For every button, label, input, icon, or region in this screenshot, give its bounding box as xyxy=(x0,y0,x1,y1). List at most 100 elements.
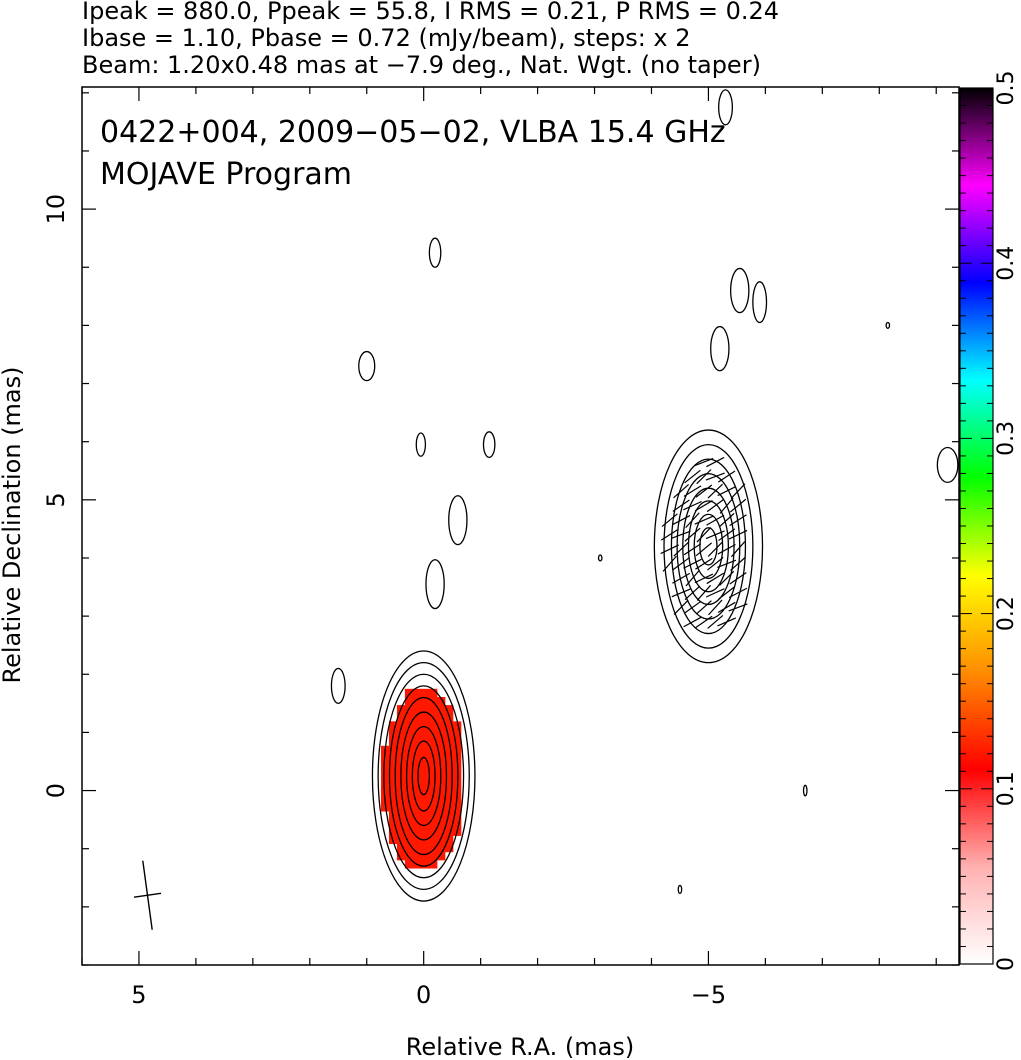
y-tick-label: 5 xyxy=(42,492,70,507)
polarization-pixel xyxy=(380,762,390,771)
polarization-pixel xyxy=(420,713,430,722)
polarization-pixel xyxy=(436,851,446,861)
polarization-pixel xyxy=(444,794,454,804)
noise-contour xyxy=(597,554,603,562)
polarization-pixel xyxy=(436,843,446,853)
polarization-pixel xyxy=(396,745,406,755)
evpa-vector xyxy=(694,500,713,512)
polarization-pixel xyxy=(404,778,414,788)
polarization-pixel xyxy=(428,843,438,853)
evpa-vector xyxy=(683,543,702,556)
evpa-vector xyxy=(717,601,736,614)
x-axis-label: Relative R.A. (mas) xyxy=(406,1033,634,1060)
evpa-vector xyxy=(729,572,747,585)
core-contour xyxy=(383,673,465,879)
evpa-vector xyxy=(706,572,725,585)
polarization-pixel xyxy=(444,705,454,714)
polarization-pixel xyxy=(420,827,430,836)
evpa-vector xyxy=(706,499,724,513)
polarization-pixel xyxy=(388,737,398,747)
polarization-pixel xyxy=(452,819,462,828)
polarization-pixel xyxy=(404,802,414,812)
polarization-pixel xyxy=(412,721,422,731)
jet-contour xyxy=(670,458,747,635)
polarization-pixel xyxy=(404,843,414,853)
evpa-vector xyxy=(705,530,725,540)
polarization-pixel xyxy=(404,729,414,739)
colorbar-ticks: 0 0.1 0.2 0.3 0.4 0.5 xyxy=(960,71,1019,971)
polarization-pixel xyxy=(436,802,446,812)
noise-contour xyxy=(358,350,376,382)
polarization-pixel xyxy=(396,843,406,853)
noise-contour xyxy=(936,446,959,484)
evpa-vector xyxy=(660,528,679,541)
polarization-pixel xyxy=(404,770,414,779)
evpa-vector xyxy=(718,586,735,600)
evpa-vector xyxy=(671,588,691,598)
evpa-vector xyxy=(684,585,701,601)
colorbar-tick-label: 0.5 xyxy=(994,71,1019,106)
evpa-vector xyxy=(683,500,702,511)
evpa-vector xyxy=(673,483,690,499)
polarization-pixel xyxy=(428,762,438,771)
polarization-pixel xyxy=(428,786,438,796)
polarization-pixel xyxy=(412,802,422,812)
polarization-pixel xyxy=(444,786,454,796)
core-contour xyxy=(371,650,476,902)
colorbar-tick-label: 0.3 xyxy=(994,421,1019,456)
polarization-pixel xyxy=(412,778,422,788)
polarization-pixel xyxy=(428,827,438,836)
noise-contour xyxy=(710,325,730,372)
evpa-vector xyxy=(660,544,679,555)
polarization-pixel xyxy=(404,713,414,722)
polarization-pixel xyxy=(428,859,438,869)
polarization-pixel xyxy=(436,819,446,828)
evpa-vector-layer xyxy=(660,456,748,629)
noise-contour xyxy=(448,495,468,546)
y-axis-label: Relative Declination (mas) xyxy=(0,366,26,683)
evpa-vector xyxy=(708,599,723,616)
polarization-pixel xyxy=(404,794,414,804)
polarization-pixel xyxy=(404,696,414,706)
evpa-vector xyxy=(683,601,701,614)
polarization-pixel xyxy=(420,688,430,698)
beam-cross xyxy=(133,860,162,930)
polarization-pixel xyxy=(428,819,438,828)
polarization-pixel xyxy=(444,843,454,853)
evpa-vector xyxy=(695,484,713,498)
core-contour xyxy=(394,696,453,856)
polarization-pixel xyxy=(412,794,422,804)
polarization-pixel xyxy=(444,729,454,739)
polarization-pixel xyxy=(436,721,446,731)
noise-contour xyxy=(482,431,496,459)
polarization-pixel xyxy=(380,786,390,796)
polarization-pixel xyxy=(412,696,422,706)
evpa-vector xyxy=(673,541,689,557)
polarization-pixel xyxy=(436,713,446,722)
polarization-pixel xyxy=(436,753,446,763)
evpa-vector xyxy=(684,469,701,484)
evpa-vector xyxy=(694,515,714,525)
noise-contour xyxy=(729,267,750,314)
polarization-pixel xyxy=(420,794,430,804)
evpa-vector xyxy=(705,472,725,481)
evpa-vector xyxy=(695,615,713,629)
evpa-vector xyxy=(696,584,711,601)
evpa-vector xyxy=(662,555,677,572)
polarization-pixel xyxy=(420,843,430,853)
core-contour xyxy=(405,725,442,827)
evpa-vector xyxy=(683,616,702,628)
polarization-pixel xyxy=(420,778,430,788)
polarization-pixel xyxy=(380,778,390,788)
core-contour xyxy=(400,711,448,841)
evpa-vector xyxy=(717,559,737,568)
polarization-pixel xyxy=(428,688,438,698)
polarization-pixel xyxy=(428,802,438,812)
evpa-vector xyxy=(696,526,712,543)
polarization-pixel xyxy=(388,721,398,731)
y-tick-label: 0 xyxy=(42,783,70,798)
polarization-pixel xyxy=(412,770,422,779)
polarization-pixel xyxy=(388,802,398,812)
polarization-pixel xyxy=(428,835,438,845)
